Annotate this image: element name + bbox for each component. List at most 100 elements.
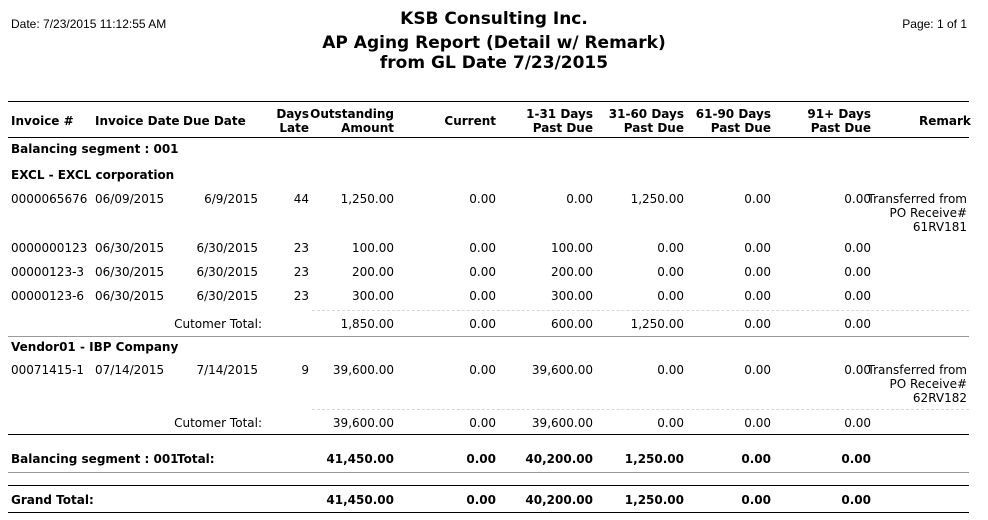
amount-61-90: 0.00	[744, 241, 771, 255]
col-61-90-line2: Past Due	[710, 121, 771, 135]
amount-31-60: 1,250.00	[630, 192, 684, 206]
col-outstanding-line2: Amount	[341, 121, 394, 135]
amount-1-31: 100.00	[551, 241, 593, 255]
amount-91-plus: 0.00	[841, 452, 871, 466]
outstanding-amount: 1,250.00	[340, 192, 394, 206]
col-91-days: 91+ Days Past Due	[807, 107, 871, 135]
col-1-31-days: 1-31 Days Past Due	[526, 107, 593, 135]
current-amount: 0.00	[469, 363, 496, 377]
col-1-31-line2: Past Due	[532, 121, 593, 135]
invoice-number: 0000065676	[11, 192, 88, 206]
header-top-rule	[8, 101, 969, 102]
amount-31-60: 1,250.00	[624, 493, 684, 507]
invoice-number: 00000123-3	[11, 265, 85, 279]
amount-61-90: 0.00	[741, 493, 771, 507]
col-current: Current	[444, 114, 496, 128]
remark-line: Transferred from	[867, 363, 967, 377]
amount-1-31: 0.00	[566, 192, 593, 206]
page-number: Page: 1 of 1	[902, 17, 967, 31]
amount-31-60: 0.00	[657, 241, 684, 255]
days-late: 23	[293, 265, 309, 279]
col-days-late-line1: Days	[276, 107, 309, 121]
col-91-line1: 91+ Days	[807, 107, 871, 121]
current-amount: 0.00	[466, 452, 496, 466]
amount-61-90: 0.00	[744, 265, 771, 279]
invoice-date: 06/30/2015	[95, 265, 165, 279]
invoice-date: 06/09/2015	[95, 192, 165, 206]
report-title: AP Aging Report (Detail w/ Remark)	[322, 33, 666, 53]
current-amount: 0.00	[469, 192, 496, 206]
col-invoice-number: Invoice #	[11, 114, 74, 128]
amount-1-31: 600.00	[551, 317, 593, 331]
outstanding-amount: 39,600.00	[332, 416, 394, 430]
col-remark: Remark	[919, 114, 971, 128]
grand-total-bottom-rule	[8, 512, 969, 513]
days-late: 9	[301, 363, 309, 377]
amount-61-90: 0.00	[744, 416, 771, 430]
amount-31-60: 0.00	[657, 265, 684, 279]
outstanding-amount: 39,600.00	[332, 363, 394, 377]
due-date: 7/14/2015	[196, 363, 258, 377]
report-subtitle: from GL Date 7/23/2015	[379, 53, 609, 73]
amount-91-plus: 0.00	[844, 317, 871, 331]
amount-91-plus: 0.00	[844, 192, 871, 206]
amount-1-31: 39,600.00	[531, 363, 593, 377]
col-31-60-days: 31-60 Days Past Due	[609, 107, 684, 135]
amount-91-plus: 0.00	[841, 493, 871, 507]
amount-61-90: 0.00	[741, 452, 771, 466]
due-date: 6/9/2015	[204, 192, 258, 206]
company-name: KSB Consulting Inc.	[400, 9, 588, 29]
segment-total-top-rule	[8, 434, 969, 435]
subtotal-dashed-rule	[312, 409, 969, 410]
vendor-separator-rule	[8, 336, 969, 337]
grand-total-top-rule	[8, 485, 969, 486]
vendor-heading: EXCL - EXCL corporation	[11, 168, 175, 182]
amount-91-plus: 0.00	[844, 363, 871, 377]
col-31-60-line2: Past Due	[623, 121, 684, 135]
outstanding-amount: 41,450.00	[326, 493, 394, 507]
current-amount: 0.00	[469, 241, 496, 255]
col-31-60-line1: 31-60 Days	[608, 107, 684, 121]
amount-91-plus: 0.00	[844, 289, 871, 303]
amount-61-90: 0.00	[744, 317, 771, 331]
amount-91-plus: 0.00	[844, 416, 871, 430]
col-outstanding: Outstanding Amount	[310, 107, 394, 135]
col-due-date: Due Date	[183, 114, 246, 128]
amount-1-31: 300.00	[551, 289, 593, 303]
amount-1-31: 40,200.00	[525, 493, 593, 507]
current-amount: 0.00	[469, 416, 496, 430]
amount-61-90: 0.00	[744, 363, 771, 377]
col-days-late-line2: Late	[279, 121, 309, 135]
outstanding-amount: 1,850.00	[340, 317, 394, 331]
remark: Transferred from PO Receive# 61RV181	[868, 192, 967, 234]
amount-31-60: 0.00	[657, 289, 684, 303]
outstanding-amount: 200.00	[352, 265, 394, 279]
current-amount: 0.00	[469, 317, 496, 331]
col-outstanding-line1: Outstanding	[310, 107, 394, 121]
amount-31-60: 1,250.00	[630, 317, 684, 331]
amount-1-31: 200.00	[551, 265, 593, 279]
amount-31-60: 0.00	[657, 363, 684, 377]
remark-line: 61RV181	[912, 220, 967, 234]
outstanding-amount: 41,450.00	[326, 452, 394, 466]
invoice-number: 00071415-1	[11, 363, 85, 377]
invoice-date: 06/30/2015	[95, 289, 165, 303]
amount-1-31: 39,600.00	[531, 416, 593, 430]
invoice-date: 06/30/2015	[95, 241, 165, 255]
due-date: 6/30/2015	[196, 265, 258, 279]
amount-31-60: 1,250.00	[624, 452, 684, 466]
due-date: 6/30/2015	[196, 241, 258, 255]
invoice-number: 0000000123	[11, 241, 88, 255]
outstanding-amount: 300.00	[352, 289, 394, 303]
remark-line: 62RV182	[912, 391, 967, 405]
days-late: 23	[293, 241, 309, 255]
amount-91-plus: 0.00	[844, 265, 871, 279]
days-late: 23	[293, 289, 309, 303]
outstanding-amount: 100.00	[352, 241, 394, 255]
subtotal-dashed-rule	[312, 310, 969, 311]
current-amount: 0.00	[469, 265, 496, 279]
amount-91-plus: 0.00	[844, 241, 871, 255]
remark: Transferred from PO Receive# 62RV182	[868, 363, 967, 405]
amount-31-60: 0.00	[657, 416, 684, 430]
days-late: 44	[293, 192, 309, 206]
